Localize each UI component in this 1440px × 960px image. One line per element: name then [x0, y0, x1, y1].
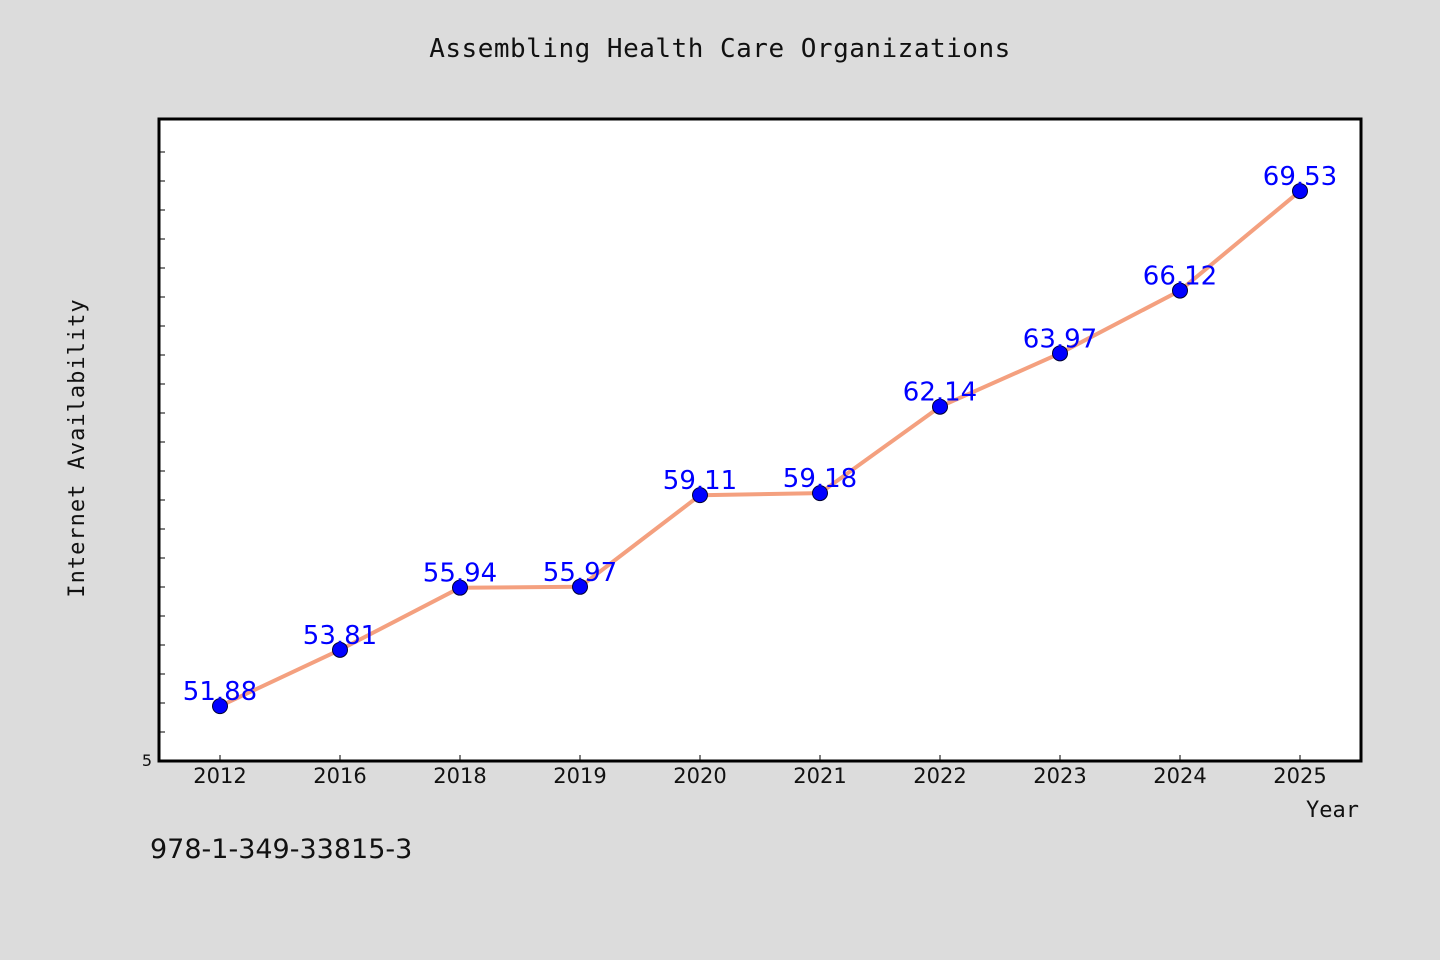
data-label: 55.94	[423, 559, 497, 589]
data-label: 63.97	[1023, 324, 1097, 354]
footer-isbn: 978-1-349-33815-3	[150, 834, 413, 865]
data-point	[572, 578, 588, 595]
x-tick-label: 2016	[313, 764, 366, 788]
data-point	[332, 641, 348, 658]
data-point	[1292, 183, 1308, 200]
x-tick-label: 2019	[553, 764, 606, 788]
data-label: 51.88	[183, 677, 257, 707]
x-tick-label: 2023	[1033, 764, 1086, 788]
x-axis-ticks: 2012 2016 2018 2019 2020 2021 2022 2023 2024 2025	[193, 755, 1327, 788]
data-label: 59.18	[783, 464, 857, 494]
data-point	[932, 398, 948, 415]
data-label: 62.14	[903, 378, 977, 408]
series-group: 51.88 53.81 55.94 55.97 59.11 59.18 62.14 63.97…	[183, 162, 1337, 715]
x-tick-label: 2021	[793, 764, 846, 788]
data-label: 59.11	[663, 466, 737, 496]
data-label: 55.97	[543, 558, 617, 588]
plot-area	[157, 117, 1363, 763]
chart-title: Assembling Health Care Organizations	[429, 34, 1011, 64]
data-point	[692, 487, 708, 504]
series-line	[218, 189, 1302, 709]
y-axis-ticks	[159, 151, 165, 762]
data-label: 53.81	[303, 621, 377, 651]
data-point	[812, 485, 828, 502]
x-tick-label: 2012	[193, 764, 246, 788]
data-point	[212, 698, 228, 715]
x-tick-label: 2018	[433, 764, 486, 788]
x-tick-label: 2020	[673, 764, 726, 788]
data-label: 66.12	[1143, 262, 1217, 292]
y-axis-label: Internet Availability	[65, 298, 90, 597]
x-tick-label: 2025	[1273, 764, 1326, 788]
data-point	[1172, 282, 1188, 299]
data-point	[452, 579, 468, 596]
x-axis-label: Year	[1306, 798, 1359, 823]
data-point	[1052, 345, 1068, 362]
x-tick-label: 2024	[1153, 764, 1206, 788]
data-label: 69.53	[1263, 162, 1337, 192]
y-tick-label: 5	[142, 751, 152, 770]
x-tick-label: 2022	[913, 764, 966, 788]
